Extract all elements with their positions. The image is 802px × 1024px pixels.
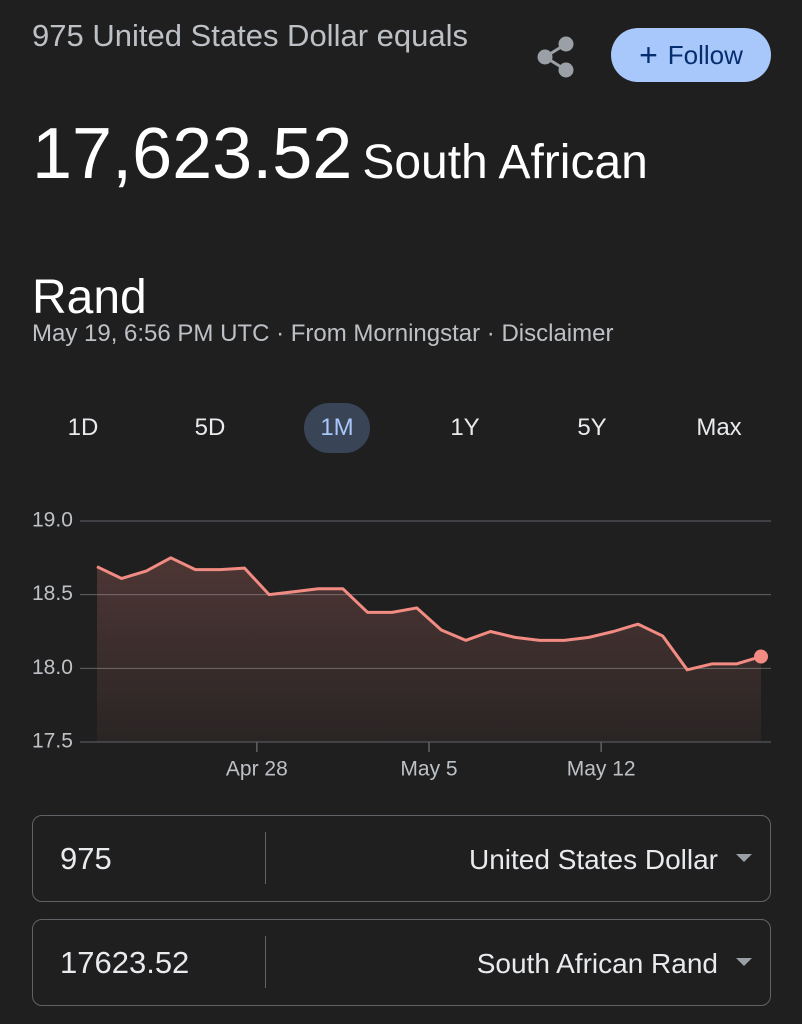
divider — [265, 832, 266, 884]
x-tick-label: May 12 — [567, 758, 636, 781]
range-tab[interactable]: 5D — [194, 414, 226, 441]
amount: 17,623.52 — [32, 114, 353, 194]
range-tab[interactable]: Max — [696, 414, 742, 441]
y-tick-label: 19.0 — [32, 509, 73, 532]
follow-button[interactable]: + Follow — [611, 28, 771, 82]
area — [97, 557, 761, 742]
currency: South African Rand — [32, 136, 648, 324]
amount-input[interactable]: 17623.52 — [60, 945, 190, 980]
x-tick-label: May 5 — [400, 758, 457, 781]
y-tick-label: 18.5 — [32, 582, 73, 605]
y-tick-label: 18.0 — [32, 656, 73, 679]
x-tick-label: Apr 28 — [226, 758, 288, 781]
amount-input[interactable]: 975 — [60, 841, 112, 876]
range-tab[interactable]: 1D — [67, 414, 99, 441]
range-tab[interactable]: 5Y — [577, 414, 607, 441]
currency-select[interactable]: South African Rand — [476, 948, 718, 979]
range-tab[interactable]: 1M — [304, 403, 370, 453]
divider — [265, 936, 266, 988]
headline: 17,623.52 South African Rand — [32, 92, 752, 371]
converter-row: 17623.52 South African Rand — [32, 919, 771, 1006]
dropdown-caret[interactable] — [736, 958, 752, 966]
dropdown-caret[interactable] — [736, 854, 752, 862]
line — [96, 556, 762, 672]
chart: 19.0 18.5 18.0 17.5 Apr 28 May 5 May 12 — [32, 509, 771, 781]
plus-icon: + — [639, 37, 658, 73]
currency-select[interactable]: United States Dollar — [468, 844, 718, 875]
share-button[interactable] — [536, 36, 576, 78]
range-tab[interactable]: 1Y — [450, 414, 480, 441]
last-point — [754, 649, 768, 664]
converter-row: 975 United States Dollar — [32, 815, 771, 902]
follow-label: Follow — [667, 39, 743, 70]
y-tick-label: 17.5 — [32, 730, 73, 753]
subtitle: 975 United States Dollar equals — [32, 18, 468, 53]
source-line[interactable]: May 19, 6:56 PM UTC · From Morningstar ·… — [32, 320, 614, 347]
